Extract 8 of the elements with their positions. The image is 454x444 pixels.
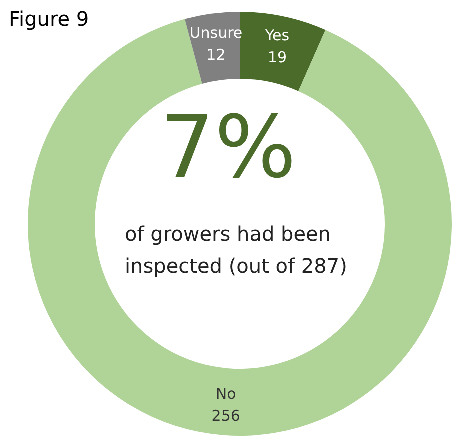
slice-label: Yes	[264, 26, 290, 44]
data-label: 19	[268, 48, 288, 66]
text: of growers had been inspected (out of 287)	[125, 222, 348, 278]
chart-title: Figure 9	[9, 7, 90, 31]
slice-label: No	[216, 384, 236, 403]
data-label: 256	[212, 406, 240, 425]
data-label: 12	[206, 46, 226, 64]
text: 7%	[160, 98, 296, 198]
